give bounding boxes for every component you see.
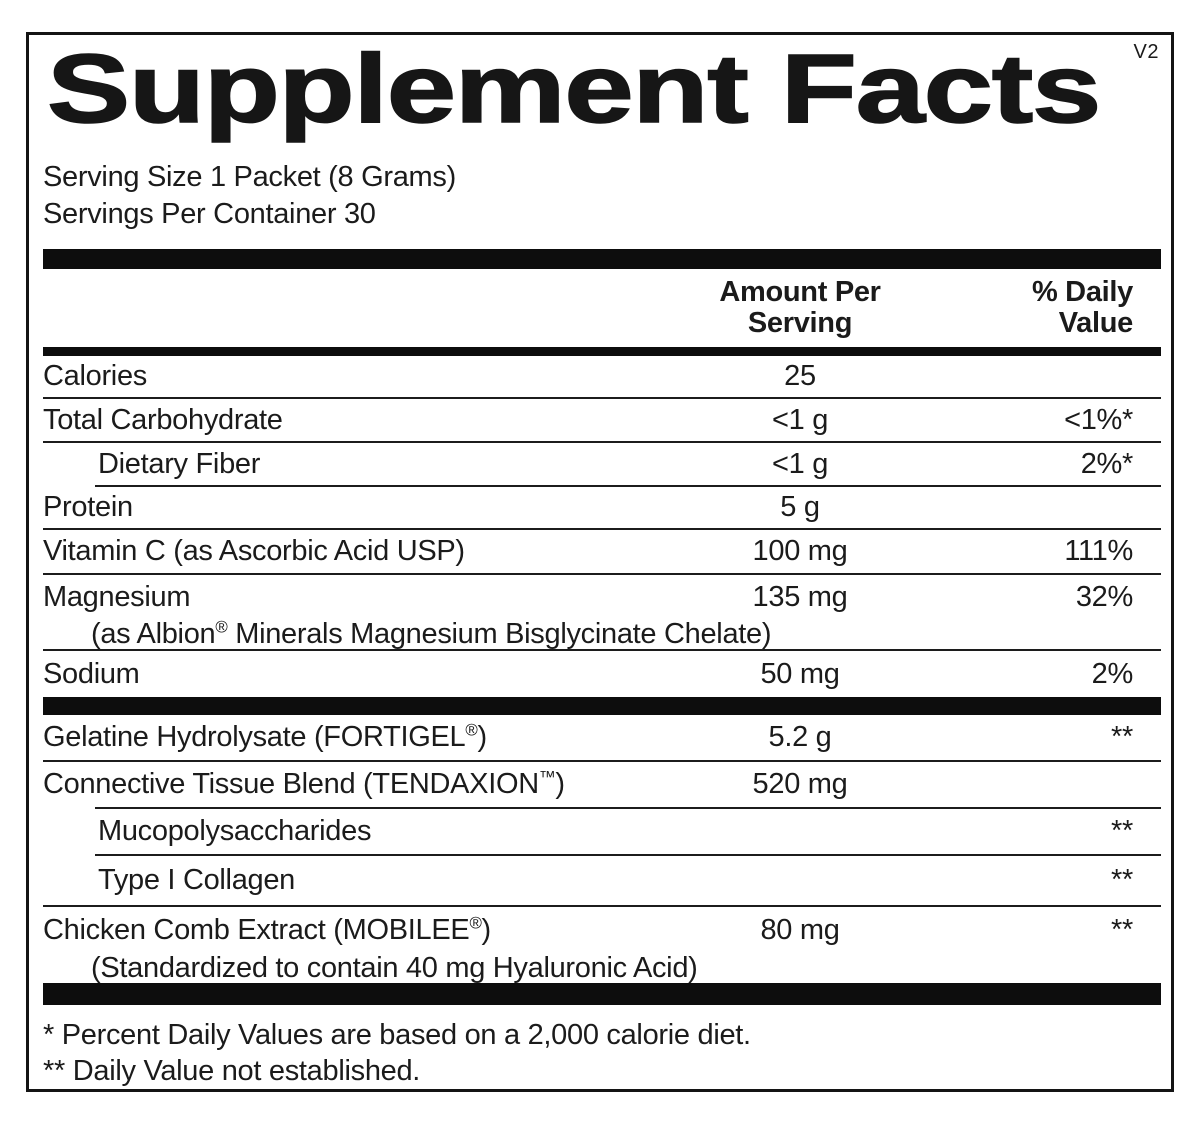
- divider-thick-middle: [43, 697, 1161, 715]
- row-amount: 25: [784, 360, 816, 392]
- row-dv: **: [1111, 815, 1133, 847]
- row-name: Dietary Fiber: [98, 448, 261, 480]
- divider-line-indented: [95, 485, 1161, 487]
- serving-size-line: Serving Size 1 Packet (8 Grams): [43, 161, 456, 193]
- row-dv: **: [1111, 864, 1133, 896]
- row-amount: [650, 809, 950, 854]
- table-row-dietary-fiber: Dietary Fiber <1 g 2%*: [43, 443, 1161, 485]
- table-row-sodium: Sodium 50 mg 2%: [43, 651, 1161, 697]
- table-row-gelatine-hydrolysate: Gelatine Hydrolysate (FORTIGEL®) 5.2 g *…: [43, 715, 1161, 760]
- row-amount: <1 g: [771, 404, 829, 436]
- daily-value-header: % Daily Value: [1031, 276, 1133, 339]
- row-subline: (Standardized to contain 40 mg Hyaluroni…: [91, 952, 698, 984]
- row-name: Mucopolysaccharides: [98, 815, 372, 847]
- column-headers: Amount Per Serving % Daily Value: [43, 269, 1161, 347]
- row-dv: <1%*: [1064, 404, 1133, 436]
- header-spacer: [43, 277, 650, 347]
- divider-medium: [43, 347, 1161, 356]
- row-dv: **: [1111, 914, 1133, 946]
- table-row-total-carbohydrate: Total Carbohydrate <1 g <1%*: [43, 399, 1161, 441]
- row-dv: 2%: [1091, 658, 1134, 690]
- table-row-mucopolysaccharides: Mucopolysaccharides **: [43, 809, 1161, 854]
- divider-line: [43, 649, 1161, 651]
- divider-line: [43, 760, 1161, 762]
- divider-line: [43, 905, 1161, 907]
- row-dv: [950, 487, 1161, 528]
- footnotes: * Percent Daily Values are based on a 2,…: [43, 1017, 1161, 1089]
- divider-thick-top: [43, 249, 1161, 269]
- footnote-not-established: ** Daily Value not established.: [43, 1055, 421, 1087]
- row-amount: 5.2 g: [768, 721, 832, 753]
- row-dv: 2%*: [1080, 448, 1134, 480]
- table-row-vitamin-c: Vitamin C (as Ascorbic Acid USP) 100 mg …: [43, 530, 1161, 573]
- divider-line: [43, 573, 1161, 575]
- row-amount: 80 mg: [760, 914, 840, 946]
- row-dv: 32%: [1075, 581, 1133, 613]
- row-name: Calories: [43, 360, 147, 392]
- row-name: Protein: [43, 491, 133, 523]
- row-subline: (as Albion® Minerals Magnesium Bisglycin…: [91, 617, 772, 650]
- divider-thick-bottom: [43, 983, 1161, 1005]
- row-name: Magnesium: [43, 581, 191, 613]
- row-main-line: Chicken Comb Extract (MOBILEE®) 80 mg **: [43, 907, 1161, 953]
- divider-line: [43, 441, 1161, 443]
- version-tag: V2: [1133, 41, 1159, 63]
- row-amount: 100 mg: [752, 535, 848, 567]
- row-amount: <1 g: [771, 448, 829, 480]
- row-name: Connective Tissue Blend (TENDAXION™): [43, 767, 565, 800]
- row-amount: 5 g: [780, 491, 820, 523]
- footnote-daily-values: * Percent Daily Values are based on a 2,…: [43, 1019, 751, 1051]
- divider-line: [43, 528, 1161, 530]
- divider-line: [43, 397, 1161, 399]
- row-name: Sodium: [43, 658, 140, 690]
- row-dv: 111%: [1064, 535, 1133, 567]
- row-dv: **: [1111, 721, 1133, 753]
- row-name: Vitamin C (as Ascorbic Acid USP): [43, 535, 465, 567]
- table-row-connective-tissue-blend: Connective Tissue Blend (TENDAXION™) 520…: [43, 762, 1161, 807]
- row-amount: 520 mg: [752, 768, 848, 800]
- row-dv: [950, 356, 1161, 397]
- row-amount: [650, 856, 950, 905]
- table-row-magnesium: Magnesium 135 mg 32% (as Albion® Mineral…: [43, 575, 1161, 649]
- servings-per-container-line: Servings Per Container 30: [43, 198, 376, 230]
- page-title: Supplement Facts: [46, 34, 1102, 143]
- row-main-line: Magnesium 135 mg 32%: [43, 575, 1161, 619]
- amount-per-serving-header: Amount Per Serving: [719, 276, 881, 339]
- supplement-facts-label: V2 Supplement Facts Serving Size 1 Packe…: [26, 32, 1174, 1092]
- row-name: Gelatine Hydrolysate (FORTIGEL®): [43, 720, 487, 753]
- row-amount: 135 mg: [752, 581, 848, 613]
- divider-line-indented: [95, 807, 1161, 809]
- table-row-calories: Calories 25: [43, 356, 1161, 397]
- table-row-chicken-comb-extract: Chicken Comb Extract (MOBILEE®) 80 mg **…: [43, 907, 1161, 983]
- row-name: Chicken Comb Extract (MOBILEE®): [43, 913, 491, 946]
- title-wrap: Supplement Facts: [43, 34, 1161, 143]
- row-dv: [950, 762, 1161, 807]
- table-row-type-i-collagen: Type I Collagen **: [43, 856, 1161, 905]
- divider-line-indented: [95, 854, 1161, 856]
- table-row-protein: Protein 5 g: [43, 487, 1161, 528]
- row-name: Type I Collagen: [98, 864, 296, 896]
- row-amount: 50 mg: [760, 658, 840, 690]
- row-name: Total Carbohydrate: [43, 404, 283, 436]
